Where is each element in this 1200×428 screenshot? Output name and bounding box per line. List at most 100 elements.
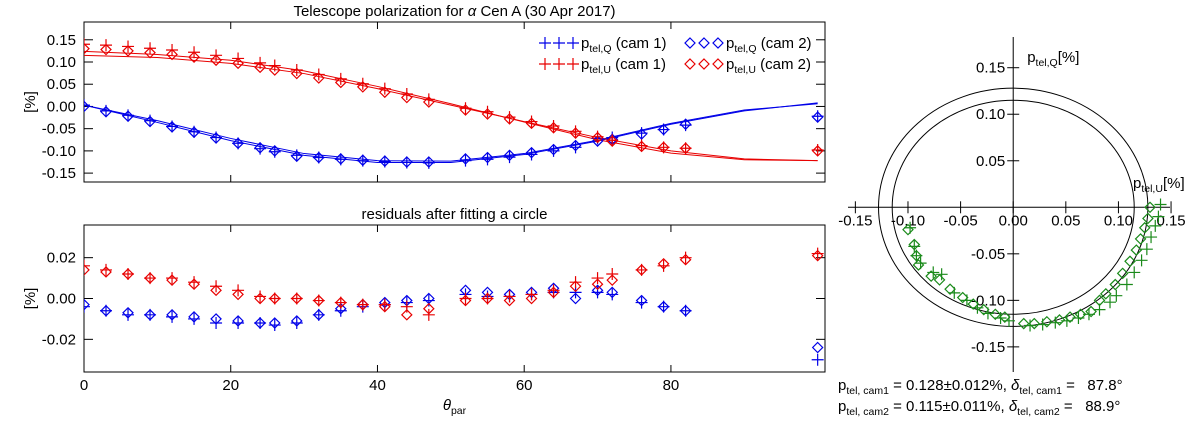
diamond-marker [925,270,937,283]
plus-marker [290,64,303,76]
plus-marker [503,111,516,124]
legend-label: ptel,U (cam 1) [581,56,666,76]
diamond-marker [210,54,222,67]
plus-marker [481,292,494,305]
diamond-marker [679,142,692,155]
legend-label-base: p [581,56,589,73]
legend-marker [553,37,565,49]
legend-label: ptel,U (cam 2) [726,56,811,76]
plus-marker [422,308,435,321]
diamond-marker [1099,287,1112,300]
legend-label-sub: tel,Q [734,43,756,55]
diamond-marker [1028,317,1041,330]
diamond-marker [356,298,369,311]
diamond-marker [606,286,619,299]
diamond-marker [254,61,266,74]
plus-marker [334,296,347,309]
y-axis-label-base: p [1027,49,1035,66]
legend-marker [553,58,565,70]
diamond-marker [100,105,112,118]
diamond-marker [400,308,413,321]
plus-marker [657,259,670,272]
plus-marker [635,296,648,309]
y-axis-label: [%] [22,91,39,113]
plus-marker [657,300,670,313]
fit-curve [84,103,818,162]
x-tick-label: 20 [222,377,239,394]
diamond-marker [635,128,648,140]
legend-marker [712,37,724,49]
diamond-marker [811,145,824,157]
x-tick-label: 0.15 [1156,212,1185,229]
legend-marker [684,58,696,70]
diamond-marker [933,274,946,286]
diamond-marker [166,121,178,133]
diamond-marker [254,292,266,305]
annotation-part: δ [1011,377,1020,394]
diamond-marker [956,291,969,304]
diamond-marker [334,296,347,309]
y-tick-label: 0.02 [47,250,76,267]
plus-marker [591,272,604,285]
plus-marker [100,304,113,317]
plus-marker [356,298,369,311]
legend-label-base: p [726,56,734,73]
diamond-marker [290,67,303,80]
diamond-marker [254,317,266,329]
diamond-marker [459,104,472,116]
diamond-marker [210,132,222,144]
diamond-marker [569,139,582,152]
diamond-marker [481,151,494,164]
diamond-marker [547,286,560,299]
plus-marker [679,251,692,264]
legend-label-rest: (cam 2) [757,35,812,52]
plus-marker [268,319,281,332]
diamond-marker [1116,267,1129,280]
plus-marker [254,317,267,329]
plus-marker [459,102,472,115]
annotation-part: = 87.8° [1062,377,1123,394]
diamond-marker [635,140,648,153]
plus-marker [232,137,245,150]
diamond-marker [188,126,200,139]
diamond-marker [290,150,303,163]
annotation-part: = 0.115±0.011%, [889,398,1009,415]
x-tick-label: 0.10 [1104,212,1133,229]
diamond-marker [334,76,347,89]
diamond-marker [378,155,391,167]
diamond-marker [525,117,538,130]
diamond-marker [210,284,222,297]
diamond-marker [378,300,391,313]
diamond-marker [525,146,538,159]
chart-title: residuals after fitting a circle [362,206,548,223]
diamond-marker [679,253,692,266]
diamond-marker [977,303,990,316]
diamond-marker [400,156,413,168]
plus-marker [210,280,223,293]
y-tick-label: -0.15 [42,165,76,182]
diamond-marker [569,292,582,305]
diamond-marker [998,311,1011,323]
plus-marker [606,268,619,280]
plus-marker [591,286,604,299]
plus-marker [525,115,538,128]
plus-marker [908,240,921,253]
diamond-marker [122,110,134,123]
diamond-marker [422,96,435,108]
legend-marker [567,58,579,70]
diamond-marker [1064,311,1076,323]
y-tick-label: 0.00 [47,98,76,115]
diamond-marker [290,292,303,305]
diamond-marker [679,304,692,317]
plus-marker [481,153,494,166]
plus-marker [84,259,90,272]
legend-label-rest: (cam 1) [611,56,666,73]
diamond-marker [1130,244,1143,256]
y-tick-label: 0.10 [976,106,1005,123]
y-tick-label: -0.05 [42,121,76,138]
x-tick-label: 0.00 [999,212,1028,229]
x-tick-label: -0.15 [838,212,872,229]
diamond-marker [268,64,281,76]
plus-marker [254,290,267,303]
